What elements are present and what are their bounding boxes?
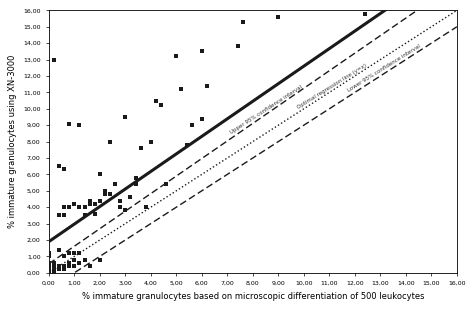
Point xyxy=(81,213,88,218)
Point xyxy=(60,167,68,172)
Point xyxy=(203,83,211,88)
Point xyxy=(96,198,104,203)
Point xyxy=(60,267,68,272)
Point xyxy=(65,251,73,256)
Point xyxy=(234,44,241,49)
Point xyxy=(81,205,88,210)
Point xyxy=(71,201,78,206)
Point xyxy=(50,260,58,265)
Point xyxy=(96,172,104,177)
Point xyxy=(45,270,53,275)
X-axis label: % immature granulocytes based on microscopic differentiation of 500 leukocytes: % immature granulocytes based on microsc… xyxy=(82,292,424,301)
Point xyxy=(60,264,68,269)
Point xyxy=(86,201,93,206)
Point xyxy=(163,182,170,187)
Point xyxy=(111,182,119,187)
Point xyxy=(106,192,114,197)
Point xyxy=(142,205,150,210)
Point xyxy=(55,247,63,252)
Point xyxy=(178,87,185,91)
Point xyxy=(239,19,246,24)
Point xyxy=(50,57,58,62)
Point xyxy=(117,198,124,203)
Point xyxy=(157,103,165,108)
Point xyxy=(45,254,53,259)
Point xyxy=(76,123,83,128)
Point xyxy=(65,205,73,210)
Y-axis label: % immature granulocytes using XN-3000: % immature granulocytes using XN-3000 xyxy=(9,55,18,228)
Point xyxy=(45,270,53,275)
Point xyxy=(132,182,139,187)
Point xyxy=(60,213,68,218)
Point xyxy=(183,142,191,147)
Point xyxy=(152,98,160,103)
Point xyxy=(76,205,83,210)
Point xyxy=(274,15,282,19)
Point xyxy=(86,264,93,269)
Point xyxy=(50,267,58,272)
Point xyxy=(60,254,68,259)
Point xyxy=(50,264,58,269)
Point xyxy=(45,251,53,256)
Point xyxy=(91,211,99,216)
Point xyxy=(198,49,206,54)
Point xyxy=(45,260,53,265)
Text: Optimal regression line (y=x): Optimal regression line (y=x) xyxy=(296,62,367,110)
Point xyxy=(60,205,68,210)
Text: Lower 95% confidence interval: Lower 95% confidence interval xyxy=(347,44,422,93)
Point xyxy=(91,201,99,206)
Point xyxy=(132,175,139,180)
Point xyxy=(55,164,63,169)
Point xyxy=(65,260,73,265)
Point xyxy=(121,208,129,213)
Point xyxy=(65,121,73,126)
Point xyxy=(96,257,104,262)
Text: Upper 95% confidence interval: Upper 95% confidence interval xyxy=(230,84,304,135)
Point xyxy=(188,123,195,128)
Point xyxy=(45,264,53,269)
Point xyxy=(137,146,145,150)
Point xyxy=(76,251,83,256)
Point xyxy=(65,264,73,269)
Point xyxy=(86,198,93,203)
Point xyxy=(198,116,206,121)
Point xyxy=(55,267,63,272)
Point xyxy=(71,201,78,206)
Point xyxy=(55,264,63,269)
Point xyxy=(106,139,114,144)
Point xyxy=(76,260,83,265)
Point xyxy=(361,11,369,16)
Point xyxy=(71,257,78,262)
Point xyxy=(117,205,124,210)
Point xyxy=(55,213,63,218)
Point xyxy=(121,114,129,119)
Point xyxy=(127,195,134,200)
Point xyxy=(173,54,180,59)
Point xyxy=(71,264,78,269)
Point xyxy=(147,139,155,144)
Point xyxy=(81,257,88,262)
Point xyxy=(45,270,53,275)
Point xyxy=(101,192,109,197)
Point xyxy=(71,251,78,256)
Point xyxy=(50,270,58,275)
Point xyxy=(45,267,53,272)
Point xyxy=(101,188,109,193)
